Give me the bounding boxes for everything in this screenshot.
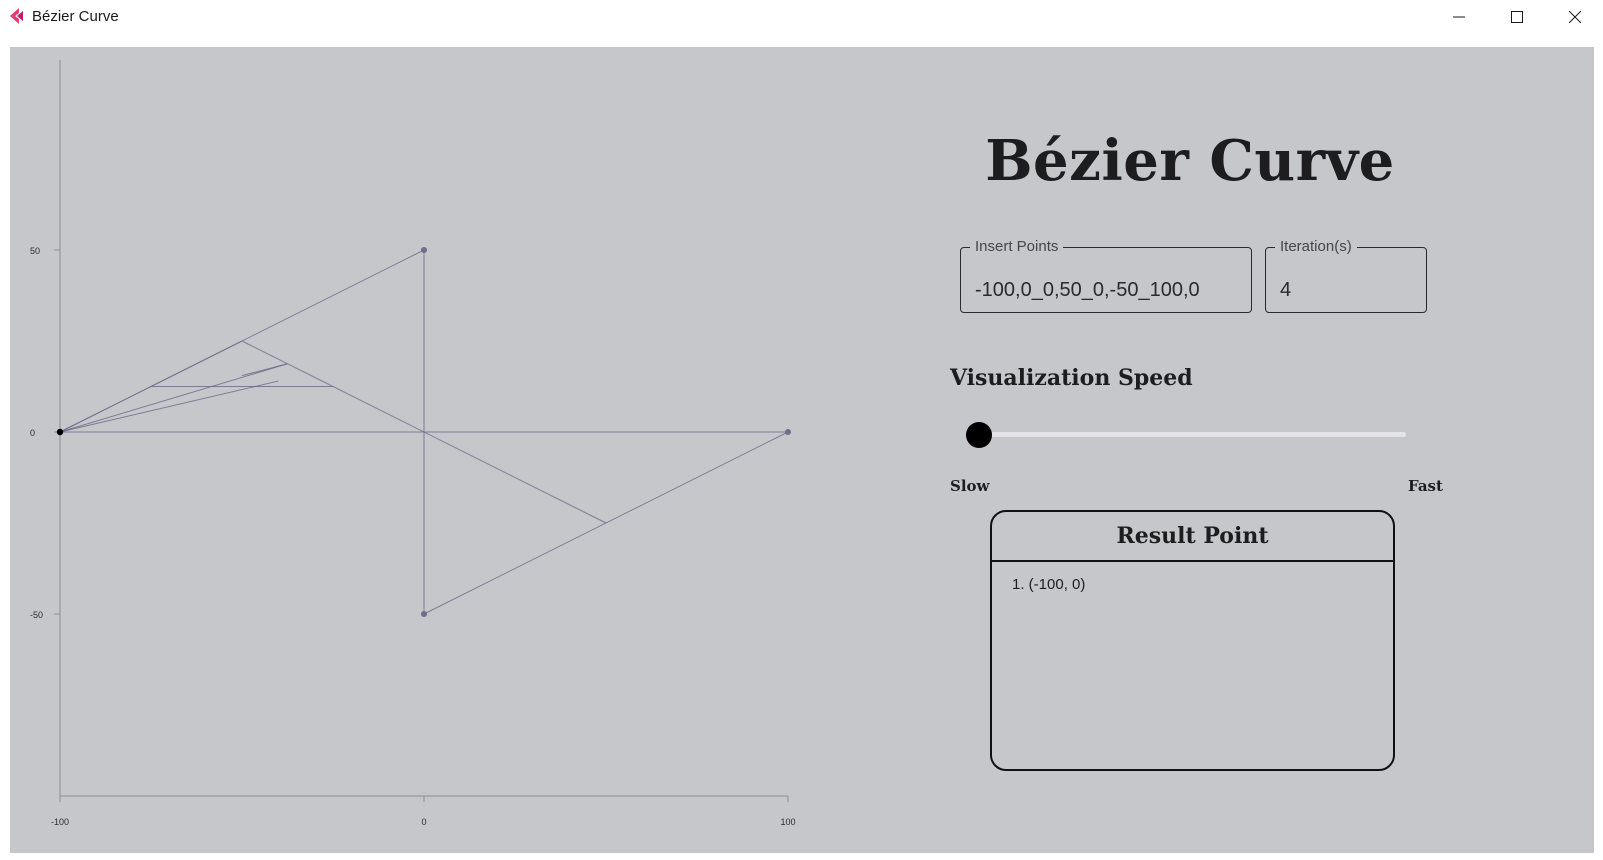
construction-segment (59, 380, 279, 433)
points-input[interactable] (961, 248, 1251, 312)
maximize-button[interactable] (1488, 0, 1546, 34)
iterations-field: Iteration(s) (1265, 238, 1427, 313)
fast-label: Fast (1408, 477, 1443, 495)
result-list: 1. (-100, 0) (992, 562, 1393, 593)
speed-slider-track[interactable] (966, 432, 1406, 437)
result-item: 1. (-100, 0) (1012, 576, 1086, 593)
result-panel: Result Point 1. (-100, 0) (990, 510, 1395, 771)
window-title: Bézier Curve (32, 8, 119, 25)
app-content (10, 47, 1594, 853)
speed-label: Visualization Speed (950, 365, 1193, 391)
result-title: Result Point (992, 512, 1393, 562)
maximize-icon (1511, 11, 1523, 23)
points-field: Insert Points (960, 238, 1252, 313)
bezier-plot: 50 0 -50 -100 0 100 (30, 60, 796, 827)
close-icon (1569, 11, 1581, 23)
slow-label: Slow (950, 477, 990, 495)
minimize-button[interactable] (1430, 0, 1488, 34)
app-logo-icon (8, 7, 24, 25)
construction-segment (241, 340, 607, 524)
speed-slider-thumb[interactable] (966, 422, 992, 448)
close-button[interactable] (1546, 0, 1603, 34)
iterations-label: Iteration(s) (1275, 238, 1357, 256)
points-label: Insert Points (970, 238, 1064, 256)
result-point (56, 428, 64, 436)
control-point (785, 429, 791, 435)
title-bar: Bézier Curve (0, 0, 1603, 34)
y-tick-label: -50 (30, 610, 43, 620)
control-point (421, 611, 427, 617)
iterations-input[interactable] (1266, 248, 1426, 312)
page-title: Bézier Curve (985, 128, 1395, 194)
x-tick-label: 0 (421, 817, 426, 827)
y-tick-label: 50 (30, 246, 40, 256)
construction-segment (59, 363, 288, 433)
y-tick-label: 0 (30, 428, 35, 438)
control-point (421, 247, 427, 253)
minimize-icon (1453, 16, 1465, 18)
x-tick-label: -100 (51, 817, 69, 827)
x-tick-label: 100 (780, 817, 795, 827)
